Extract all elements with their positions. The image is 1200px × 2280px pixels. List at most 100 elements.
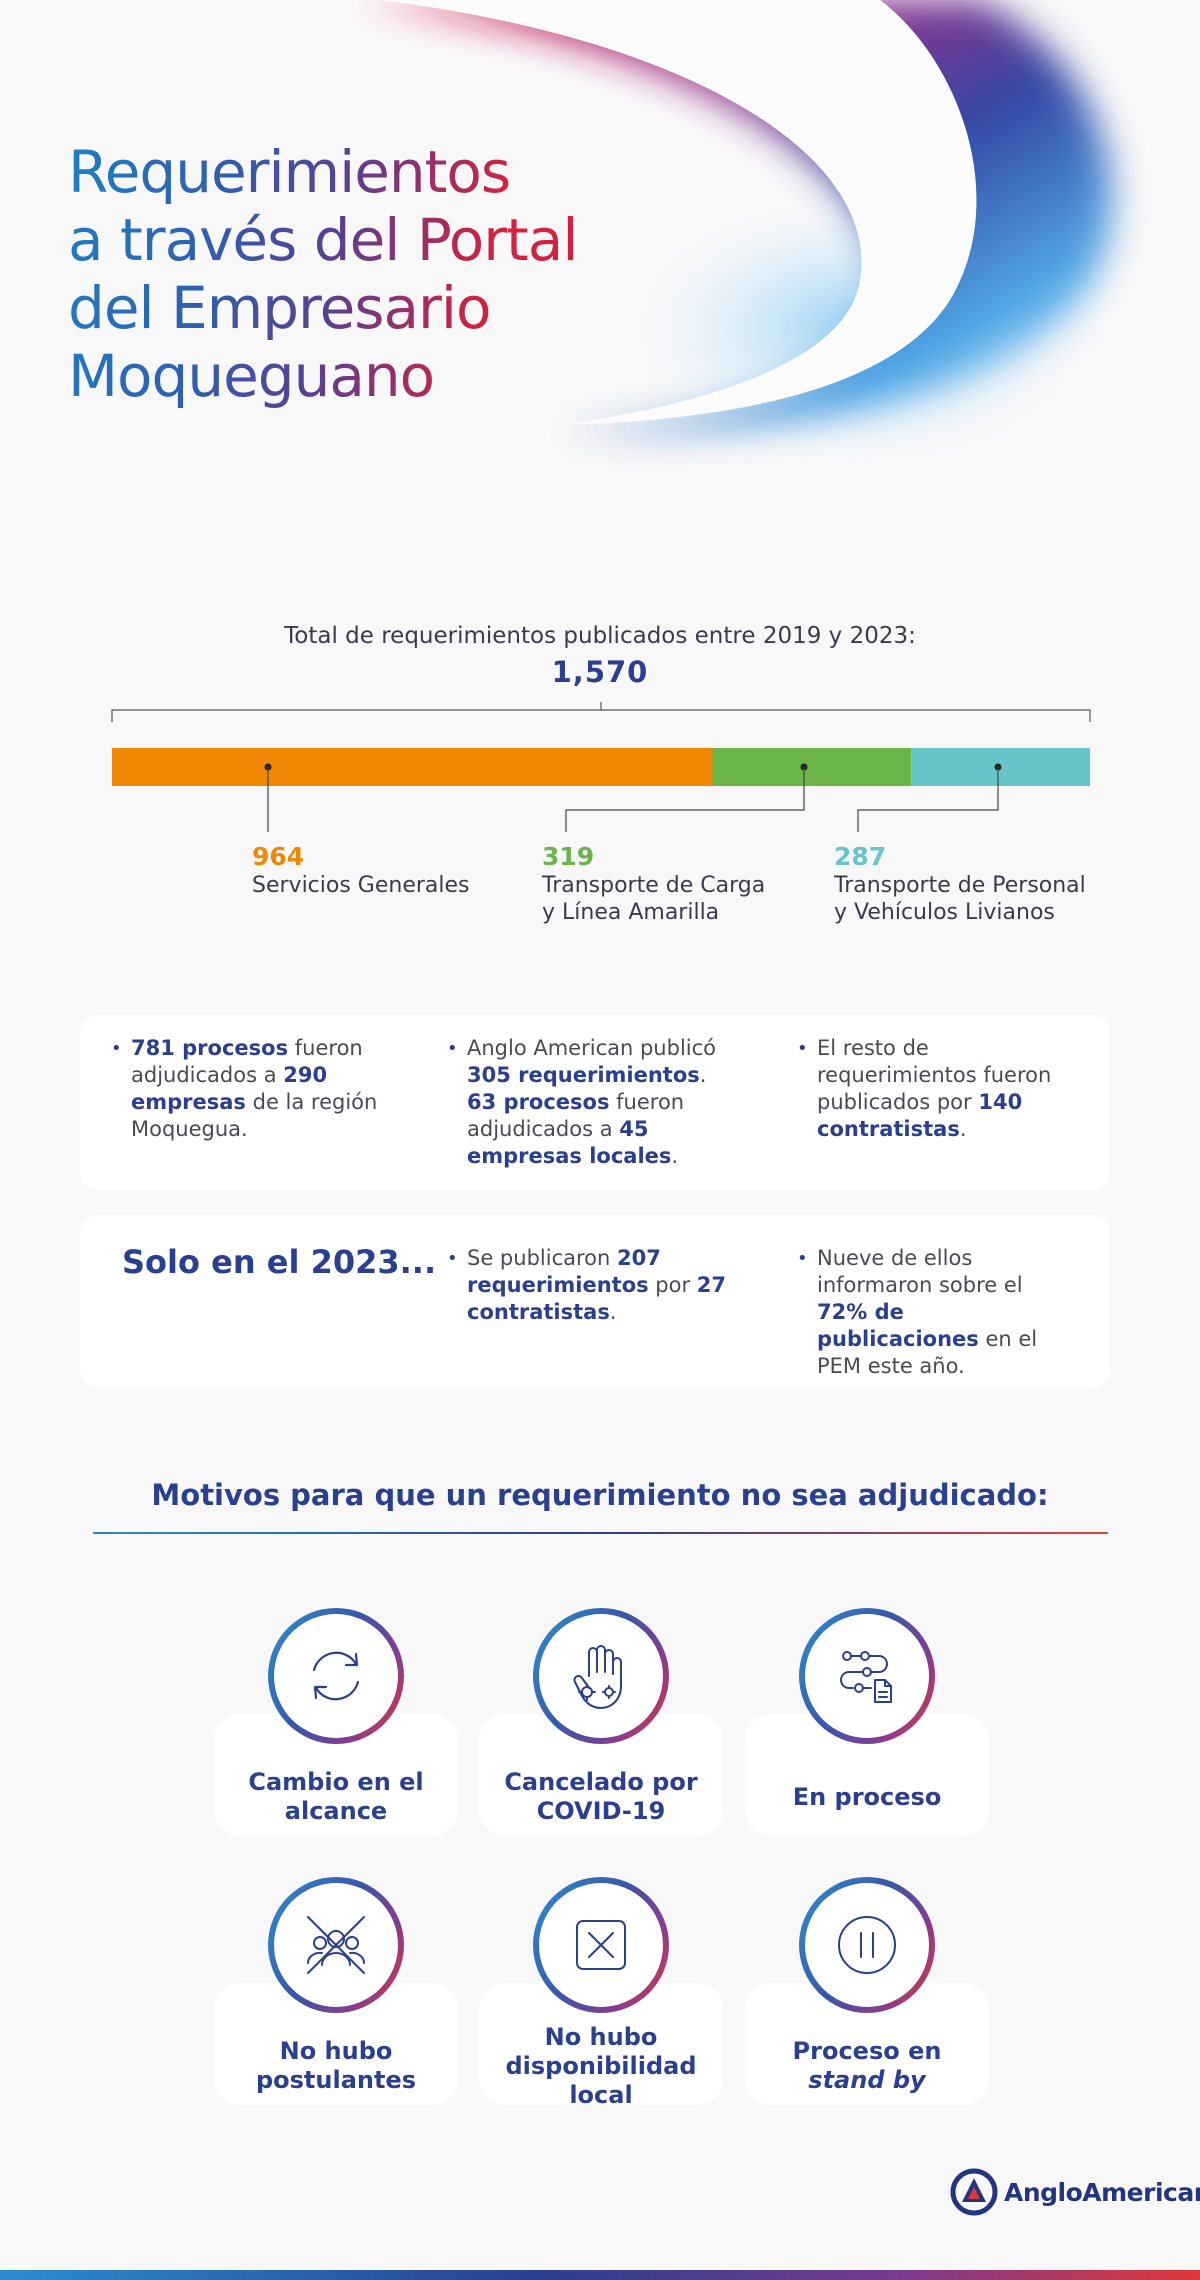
fact-text: fueron adjudicados a	[131, 1036, 363, 1087]
segment-value: 964	[252, 842, 305, 871]
anglo-american-logo-icon	[950, 2168, 998, 2216]
fact-highlight: 305 requerimientos	[467, 1063, 700, 1087]
icon-ring	[268, 1877, 404, 2013]
segment-name: y Línea Amarilla	[542, 900, 720, 925]
facts-card: • 781 procesos fueron adjudicados a 290 …	[80, 1015, 1110, 1190]
total-value: 1,570	[551, 655, 649, 689]
divider-line	[93, 1532, 1108, 1534]
fact-highlight: 781 procesos	[131, 1036, 289, 1060]
reason-card-disponibilidad: No hubo disponibilidad local	[479, 1877, 723, 2139]
bottom-gradient-stripe	[0, 2270, 1200, 2280]
fact-item: • El resto de requerimientos fueron publ…	[797, 1035, 1067, 1143]
bar-segment-0	[112, 748, 713, 786]
reason-label-line: No hubo	[544, 2022, 658, 2051]
fact-text: .	[699, 1063, 707, 1087]
reason-label: En proceso	[745, 1758, 989, 1836]
page-title: Requerimientos a través del Portal del E…	[68, 138, 577, 410]
segment-value: 319	[542, 842, 595, 871]
fact-text: fueron adjudicados a	[467, 1090, 685, 1141]
icon-ring	[533, 1608, 669, 1744]
segment-label-personal: 287 Transporte de Personal y Vehículos L…	[834, 843, 1086, 926]
title-line: Requerimientos	[68, 138, 511, 206]
segment-label-servicios: 964 Servicios Generales	[252, 843, 470, 899]
reason-label-line: En proceso	[792, 1782, 942, 1811]
bullet-icon: •	[111, 1038, 122, 1059]
bullet-icon: •	[797, 1038, 808, 1059]
title-line: Moqueguano	[68, 342, 435, 410]
fact-text: Anglo American publicó	[467, 1036, 717, 1060]
fact-text: .	[671, 1144, 679, 1168]
reason-label-line: COVID-19	[536, 1797, 666, 1825]
fact-text: por	[648, 1273, 697, 1297]
fact-text: .	[609, 1300, 617, 1324]
refresh-icon	[312, 1651, 360, 1701]
reason-label-line: postulantes	[255, 2066, 417, 2094]
icon-ring	[533, 1877, 669, 2013]
motivos-title: Motivos para que un requerimiento no sea…	[151, 1478, 1049, 1512]
bullet-icon: •	[797, 1248, 808, 1269]
reason-label: No hubo postulantes	[214, 2027, 458, 2105]
fact-highlight: 27 contratistas	[467, 1273, 727, 1324]
fact-highlight: 63 procesos	[467, 1090, 610, 1114]
bullet-icon: •	[447, 1248, 458, 1269]
fact-highlight: 140 contratistas	[817, 1090, 1023, 1141]
leader-line-2	[857, 767, 999, 832]
reason-label: No hubo disponibilidad local	[479, 2023, 723, 2109]
segment-name: y Vehículos Livianos	[834, 900, 1055, 925]
year-2023-card: Solo en el 2023... • Se publicaron 207 r…	[80, 1215, 1110, 1388]
icon-ring	[799, 1877, 935, 2013]
icon-ring	[799, 1608, 935, 1744]
hand-virus-icon	[573, 1645, 622, 1709]
no-people-icon	[306, 1916, 366, 1974]
reason-card-proceso: En proceso	[745, 1608, 989, 1870]
fact-highlight: 45 empresas locales	[467, 1117, 672, 1168]
reason-label-line: Cambio en el	[248, 1768, 424, 1796]
reason-label-line: local	[569, 2080, 633, 2109]
year-2023-heading: Solo en el 2023...	[122, 1243, 437, 1281]
segment-name: Transporte de Personal	[834, 873, 1086, 898]
reason-label: Cancelado por COVID-19	[479, 1758, 723, 1836]
fact-item: • Se publicaron 207 requerimientos por 2…	[447, 1245, 727, 1326]
fact-text: El resto de requerimientos fueron public…	[817, 1036, 1052, 1114]
pause-icon	[838, 1916, 896, 1974]
fact-text: Nueve de ellos informaron sobre el	[817, 1246, 1023, 1297]
leader-line-1	[565, 767, 805, 832]
reason-label-line: Proceso en	[792, 2037, 942, 2065]
fact-item: • 781 procesos fueron adjudicados a 290 …	[111, 1035, 381, 1143]
workflow-icon	[840, 1651, 892, 1703]
reason-label-line: stand by	[808, 2066, 926, 2094]
bar-segment-1	[712, 748, 912, 786]
total-bracket	[111, 702, 1091, 722]
hero-swoosh-graphic	[360, 0, 1120, 480]
reason-label-line: disponibilidad	[505, 2051, 697, 2080]
reason-label-line: alcance	[284, 1797, 388, 1825]
fact-text: Se publicaron	[467, 1246, 617, 1270]
reason-card-postulantes: No hubo postulantes	[214, 1877, 458, 2139]
title-line: del Empresario	[68, 274, 491, 342]
stacked-bar-chart	[111, 702, 1091, 832]
fact-text: de la región Moquegua.	[131, 1090, 378, 1141]
fact-highlight: 72% de publicaciones	[817, 1300, 979, 1351]
fact-text: en el PEM este año.	[817, 1327, 1038, 1378]
reason-label-line: No hubo	[279, 2037, 393, 2065]
segment-label-carga: 319 Transporte de Carga y Línea Amarilla	[542, 843, 765, 926]
segment-value: 287	[834, 842, 887, 871]
reason-card-cambio: Cambio en el alcance	[214, 1608, 458, 1870]
fact-item: • Nueve de ellos informaron sobre el 72%…	[797, 1245, 1067, 1380]
bullet-icon: •	[447, 1038, 458, 1059]
reason-label-line: Cancelado por	[504, 1768, 698, 1796]
fact-highlight: 207 requerimientos	[467, 1246, 661, 1297]
logo-text: AngloAmerican	[1004, 2177, 1200, 2207]
fact-text: .	[959, 1117, 967, 1141]
segment-name: Servicios Generales	[252, 873, 470, 898]
reason-card-covid: Cancelado por COVID-19	[479, 1608, 723, 1870]
icon-ring	[268, 1608, 404, 1744]
reason-label: Proceso en stand by	[745, 2027, 989, 2105]
fact-highlight: 290 empresas	[131, 1063, 328, 1114]
fact-item: • Anglo American publicó 305 requerimien…	[447, 1035, 727, 1170]
title-line: a través del Portal	[68, 206, 578, 274]
total-label: Total de requerimientos publicados entre…	[284, 623, 916, 649]
reason-card-standby: Proceso en stand by	[745, 1877, 989, 2139]
anglo-american-logo: AngloAmerican	[950, 2168, 1200, 2216]
reason-label: Cambio en el alcance	[214, 1758, 458, 1836]
